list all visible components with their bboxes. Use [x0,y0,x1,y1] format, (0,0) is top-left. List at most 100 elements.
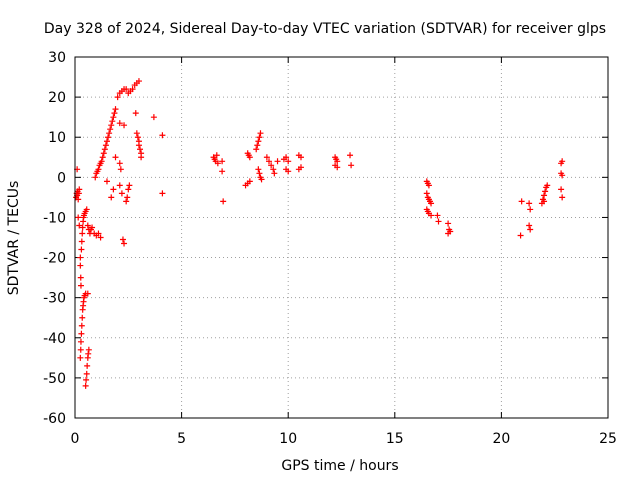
data-point [108,122,115,129]
data-point [425,182,432,189]
data-point [84,222,91,229]
data-point [112,154,119,161]
data-point [134,134,141,141]
data-point [271,170,278,177]
data-point [118,190,125,197]
x-tick-label: 20 [492,431,510,447]
data-point [434,212,441,219]
data-point [107,126,114,133]
data-point [121,240,128,247]
data-point [246,154,253,161]
y-tick-label: -10 [43,210,66,226]
data-point [256,170,263,177]
data-point [428,212,435,219]
data-point [541,192,548,199]
y-tick-label: 20 [48,90,66,106]
data-point [110,114,117,121]
data-point [78,246,85,253]
data-points [73,78,566,389]
data-point [126,182,133,189]
x-tick-label: 15 [386,431,404,447]
data-point [150,114,157,121]
data-point [77,254,84,261]
x-tick-label: 5 [177,431,186,447]
data-point [297,154,304,161]
data-point [75,196,82,203]
data-point [119,236,126,243]
data-point [77,274,84,281]
data-point [135,142,142,149]
data-point [78,322,85,329]
y-tick-label: 0 [57,170,66,186]
data-point [102,142,109,149]
y-tick-label: -20 [43,251,66,267]
data-point [138,154,145,161]
data-point [84,290,91,297]
data-point [85,346,92,353]
data-point [423,190,430,197]
y-tick-label: -40 [43,331,66,347]
data-point [517,232,524,239]
data-point [266,158,273,165]
data-point [253,146,260,153]
data-point [123,198,130,205]
data-point [83,376,90,383]
data-point [219,158,226,165]
data-point [112,106,119,113]
data-point [78,238,85,245]
data-point [559,158,566,165]
data-point [110,186,117,193]
axes: 0 5 10 15 20 25 -60 -50 -40 -30 -20 -10 0 10 20 30 [43,50,617,447]
data-point [220,198,227,205]
data-point [79,230,86,237]
data-point [559,172,566,179]
data-point [526,222,533,229]
x-axis-label: GPS time / hours [281,458,398,474]
data-point [258,176,265,183]
data-point [445,230,452,237]
data-point [77,338,84,345]
data-point [219,168,226,175]
data-point [116,160,123,167]
data-point [541,198,548,205]
data-point [254,142,261,149]
data-point [116,120,123,127]
data-point [270,166,277,173]
data-point [106,130,113,137]
data-point [213,152,220,159]
data-point [527,226,534,233]
data-point [77,354,84,361]
data-point [544,182,551,189]
data-point [256,134,263,141]
x-tick-label: 25 [599,431,617,447]
data-point [435,218,442,225]
y-tick-label: -60 [43,411,66,427]
data-point [334,164,341,171]
chart-title: Day 328 of 2024, Sidereal Day-to-day VTE… [44,21,606,37]
data-point [347,152,354,159]
data-point [255,138,262,145]
data-point [108,194,115,201]
data-point [527,206,534,213]
data-point [268,162,275,169]
data-point [76,186,83,193]
data-point [348,162,355,169]
data-point [83,206,90,213]
data-point [123,86,130,93]
data-point [214,160,221,167]
data-point [116,182,123,189]
data-point [79,224,86,231]
data-point [159,132,166,139]
data-point [526,200,533,207]
data-point [103,138,110,145]
data-point [133,130,140,137]
data-point [559,194,566,201]
y-axis-label: SDTVAR / TECUs [6,181,22,296]
data-point [101,146,108,153]
data-point [95,166,102,173]
data-point [83,370,90,377]
data-point [95,230,102,237]
data-point [257,130,264,137]
data-point [445,220,452,227]
